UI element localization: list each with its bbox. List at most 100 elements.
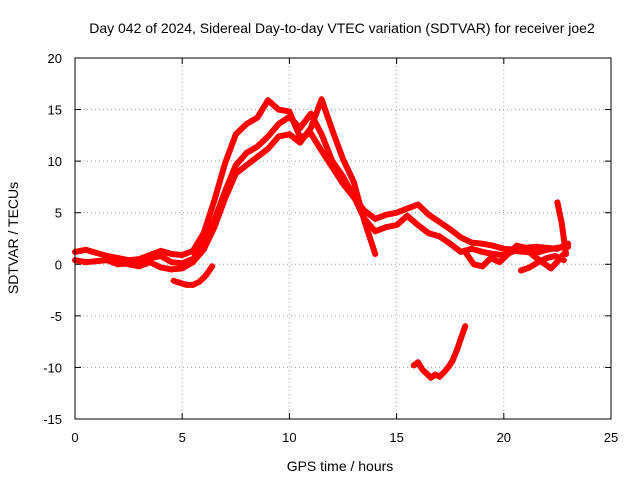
data-point-track-a <box>490 242 497 249</box>
data-point-track-a <box>457 234 464 241</box>
data-point-track-b <box>286 113 293 120</box>
data-point-track-g <box>432 371 439 378</box>
x-tick-label: 25 <box>604 430 618 445</box>
data-point-track-a <box>189 247 196 254</box>
data-point-track-d <box>530 253 537 260</box>
data-point-track-h <box>517 267 524 274</box>
data-point-track-b <box>329 158 336 165</box>
data-point-track-a <box>211 197 218 204</box>
x-axis-label: GPS time / hours <box>287 458 394 474</box>
data-point-track-b <box>168 259 175 266</box>
y-tick-label: 20 <box>48 51 62 66</box>
data-point-track-g <box>423 370 430 377</box>
chart-title: Day 042 of 2024, Sidereal Day-to-day VTE… <box>89 20 595 36</box>
data-point-track-e <box>177 279 184 286</box>
data-marks <box>72 96 572 381</box>
data-point-track-b <box>543 246 550 253</box>
data-point-track-b <box>372 228 379 235</box>
tick-labels: 0 5 10 15 20 25 -15 -10 -5 0 5 10 15 20 <box>43 51 618 445</box>
data-point-track-a <box>82 246 89 253</box>
data-point-track-b <box>479 248 486 255</box>
data-point-track-b <box>264 133 271 140</box>
data-point-track-b <box>297 125 304 132</box>
data-point-track-c <box>318 96 325 103</box>
data-point-track-c <box>275 133 282 140</box>
data-point-track-c <box>243 162 250 169</box>
data-point-track-a <box>286 108 293 115</box>
data-point-track-g <box>445 364 452 371</box>
data-point-track-e <box>183 281 190 288</box>
data-point-track-a <box>264 97 271 104</box>
y-tick-label: 5 <box>55 206 62 221</box>
data-point-track-a <box>93 249 100 256</box>
data-point-track-g <box>440 369 447 376</box>
data-point-track-h <box>560 257 567 264</box>
data-point-track-c <box>232 170 239 177</box>
x-tick-label: 15 <box>389 430 403 445</box>
data-point-track-g <box>453 347 460 354</box>
x-tick-label: 20 <box>497 430 511 445</box>
data-point-track-g <box>462 323 469 330</box>
y-axis-label: SDTVAR / TECUs <box>5 182 21 294</box>
data-point-track-b <box>82 259 89 266</box>
data-point-track-b <box>243 149 250 156</box>
data-point-track-a <box>436 218 443 225</box>
x-tick-label: 0 <box>71 430 78 445</box>
data-point-track-b <box>415 222 422 229</box>
data-point-track-e <box>196 278 203 285</box>
x-tick-label: 10 <box>282 430 296 445</box>
data-point-track-a <box>479 240 486 247</box>
grid-lines <box>75 58 611 419</box>
data-point-track-d <box>522 244 529 251</box>
data-point-track-a <box>468 239 475 246</box>
data-point-track-d <box>462 248 469 255</box>
data-point-track-g <box>457 335 464 342</box>
data-point-track-b <box>275 121 282 128</box>
data-point-track-g <box>415 359 422 366</box>
data-point-track-g <box>410 362 417 369</box>
data-point-track-c <box>200 246 207 253</box>
data-point-track-a <box>372 215 379 222</box>
y-tick-label: -15 <box>43 412 62 427</box>
data-point-track-f <box>560 235 567 242</box>
data-point-track-d <box>479 263 486 270</box>
data-point-track-c <box>254 154 261 161</box>
data-point-track-h <box>543 255 550 262</box>
data-point-track-e <box>189 281 196 288</box>
data-point-track-c <box>222 195 229 202</box>
data-point-track-f <box>556 209 563 216</box>
data-point-track-c <box>147 259 154 266</box>
data-point-track-a <box>254 114 261 121</box>
data-point-track-b <box>104 257 111 264</box>
data-point-track-g <box>427 374 434 381</box>
data-point-track-d <box>470 261 477 268</box>
data-point-track-e <box>170 277 177 284</box>
data-point-track-b <box>393 222 400 229</box>
data-point-track-c <box>297 139 304 146</box>
data-point-track-c <box>307 125 314 132</box>
data-point-track-b <box>157 253 164 260</box>
data-point-track-b <box>114 261 121 268</box>
data-point-track-b <box>307 110 314 117</box>
data-point-track-f <box>554 199 561 206</box>
data-point-track-d <box>496 259 503 266</box>
data-point-track-c <box>179 265 186 272</box>
data-point-track-c <box>157 264 164 271</box>
data-point-track-g <box>449 358 456 365</box>
y-tick-label: 0 <box>55 257 62 272</box>
data-point-track-a <box>168 250 175 257</box>
data-point-track-g <box>419 366 426 373</box>
data-point-track-b <box>404 212 411 219</box>
series-band-track-c <box>125 96 379 273</box>
data-point-track-a <box>275 106 282 113</box>
data-point-track-c <box>361 217 368 224</box>
y-tick-label: 15 <box>48 103 62 118</box>
data-point-track-b <box>447 240 454 247</box>
data-point-track-c <box>125 261 132 268</box>
data-point-track-a <box>179 252 186 259</box>
data-point-track-c <box>329 127 336 134</box>
data-point-track-c <box>340 156 346 163</box>
data-point-track-a <box>532 243 539 250</box>
data-point-track-e <box>202 272 209 279</box>
